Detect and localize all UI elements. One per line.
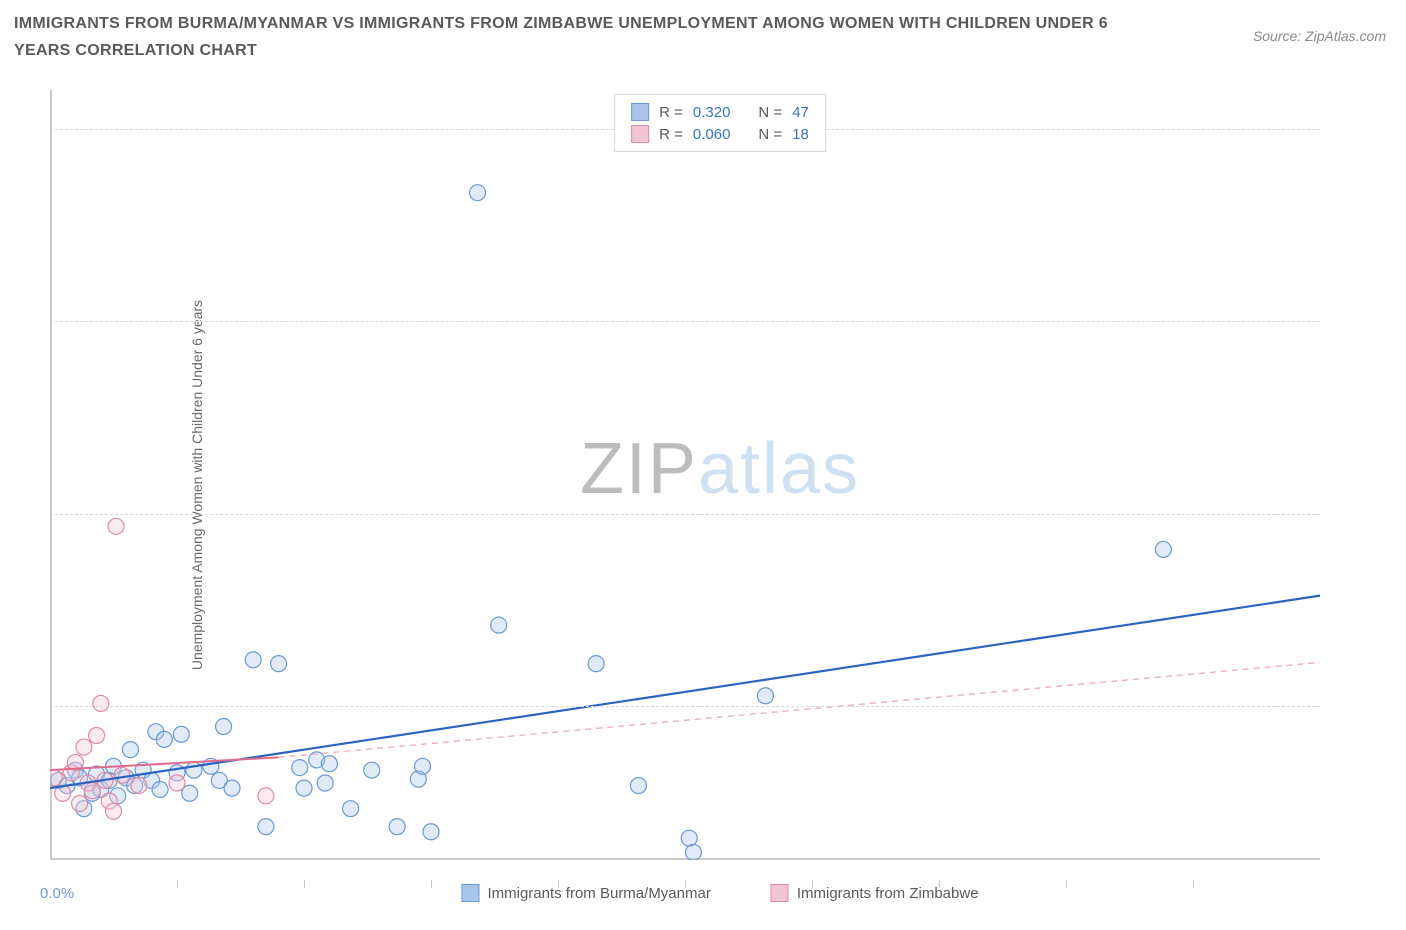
n-value: 18: [792, 126, 809, 143]
r-label: R =: [659, 126, 683, 143]
legend-label: Immigrants from Burma/Myanmar: [487, 885, 710, 902]
plot-area: Unemployment Among Women with Children U…: [50, 90, 1390, 880]
x-tick-mark: [304, 880, 305, 888]
swatch-icon: [631, 125, 649, 143]
r-value: 0.060: [693, 126, 731, 143]
stats-legend: R = 0.320 N = 47 R = 0.060 N = 18: [614, 94, 826, 152]
legend-label: Immigrants from Zimbabwe: [797, 885, 979, 902]
r-value: 0.320: [693, 104, 731, 121]
legend-row: R = 0.060 N = 18: [631, 123, 809, 145]
legend-item: Immigrants from Burma/Myanmar: [461, 884, 710, 902]
n-label: N =: [758, 104, 782, 121]
scatter-svg: [50, 90, 1320, 860]
gridline: [50, 514, 1320, 515]
legend-row: R = 0.320 N = 47: [631, 101, 809, 123]
swatch-icon: [461, 884, 479, 902]
series-legend: Immigrants from Burma/Myanmar Immigrants…: [461, 884, 978, 902]
chart-title: IMMIGRANTS FROM BURMA/MYANMAR VS IMMIGRA…: [14, 10, 1114, 64]
x-tick-mark: [177, 880, 178, 888]
n-value: 47: [792, 104, 809, 121]
swatch-icon: [771, 884, 789, 902]
x-tick-mark: [1193, 880, 1194, 888]
x-tick-mark: [1066, 880, 1067, 888]
source-label: Source: ZipAtlas.com: [1253, 28, 1386, 44]
n-label: N =: [758, 126, 782, 143]
x-tick-min: 0.0%: [40, 885, 74, 902]
gridline: [50, 321, 1320, 322]
gridline: [50, 706, 1320, 707]
swatch-icon: [631, 103, 649, 121]
x-tick-mark: [431, 880, 432, 888]
r-label: R =: [659, 104, 683, 121]
legend-item: Immigrants from Zimbabwe: [771, 884, 979, 902]
